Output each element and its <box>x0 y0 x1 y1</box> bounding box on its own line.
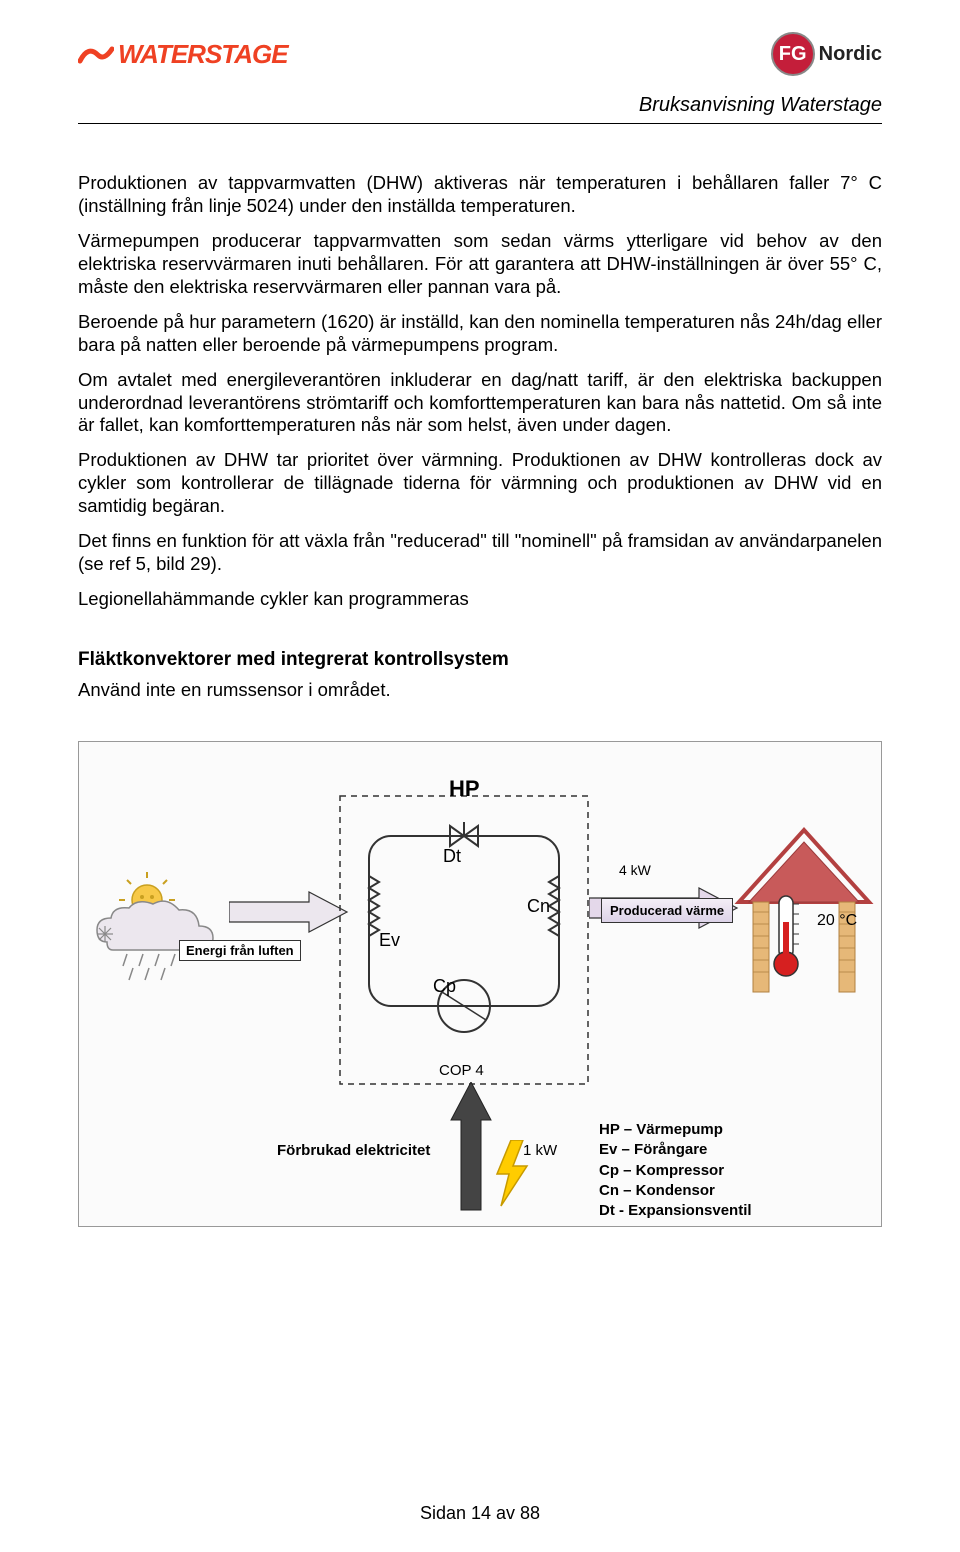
power-in-label: 1 kW <box>523 1142 557 1159</box>
wave-icon <box>78 39 114 69</box>
cp-label: Cp <box>433 976 456 997</box>
house-icon <box>729 812 879 1002</box>
power-out-label: 4 kW <box>619 862 651 878</box>
legend-cp: Cp – Kompressor <box>599 1162 724 1179</box>
logo-right-text: Nordic <box>819 43 882 66</box>
page-header: WATERSTAGE FG Nordic <box>78 32 882 76</box>
legend: HP – Värmepump Ev – Förångare Cp – Kompr… <box>599 1120 752 1221</box>
paragraph: Det finns en funktion för att växla från… <box>78 530 882 576</box>
elec-arrow-icon <box>447 1082 497 1212</box>
legend-row: Ev – Förångare <box>599 1140 752 1160</box>
legend-row: HP – Värmepump <box>599 1120 752 1140</box>
logo-fgnordic: FG Nordic <box>771 32 882 76</box>
page-footer: Sidan 14 av 88 <box>0 1503 960 1524</box>
ev-label: Ev <box>379 930 400 951</box>
legend-row: Dt - Expansionsventil <box>599 1201 752 1221</box>
section-title: Fläktkonvektorer med integrerat kontroll… <box>78 649 882 671</box>
energy-from-air-label: Energi från luften <box>179 940 301 961</box>
heatpump-diagram: Energi från luften HP Dt Cn Ev C <box>78 741 882 1227</box>
consumed-elec-label: Förbrukad elektricitet <box>277 1142 430 1159</box>
section-sub: Använd inte en rumssensor i området. <box>78 679 882 701</box>
cop-label: COP 4 <box>439 1062 484 1079</box>
legend-dt: Dt - Expansionsventil <box>599 1202 752 1219</box>
body-text: Produktionen av tappvarmvatten (DHW) akt… <box>78 172 882 611</box>
legend-row: Cn – Kondensor <box>599 1181 752 1201</box>
doc-title: Bruksanvisning Waterstage <box>78 94 882 117</box>
paragraph: Legionellahämmande cykler kan programmer… <box>78 588 882 611</box>
legend-ev: Ev – Förångare <box>599 1141 707 1158</box>
hp-title: HP <box>449 776 480 802</box>
paragraph: Om avtalet med energileverantören inklud… <box>78 369 882 438</box>
logo-waterstage: WATERSTAGE <box>78 39 288 70</box>
paragraph: Värmepumpen producerar tappvarmvatten so… <box>78 230 882 299</box>
paragraph: Beroende på hur parametern (1620) är ins… <box>78 311 882 357</box>
header-divider <box>78 123 882 124</box>
room-temp-label: 20 °C <box>817 912 857 930</box>
logo-left-text: WATERSTAGE <box>118 39 288 70</box>
legend-cn: Cn – Kondensor <box>599 1182 715 1199</box>
legend-hp: HP – Värmepump <box>599 1121 723 1138</box>
legend-row: Cp – Kompressor <box>599 1161 752 1181</box>
paragraph: Produktionen av DHW tar prioritet över v… <box>78 449 882 518</box>
produced-heat-label: Producerad värme <box>601 898 733 923</box>
air-arrow-icon <box>229 888 349 938</box>
cn-label: Cn <box>527 896 550 917</box>
paragraph: Produktionen av tappvarmvatten (DHW) akt… <box>78 172 882 218</box>
dt-label: Dt <box>443 846 461 867</box>
logo-right-circle: FG <box>771 32 815 76</box>
